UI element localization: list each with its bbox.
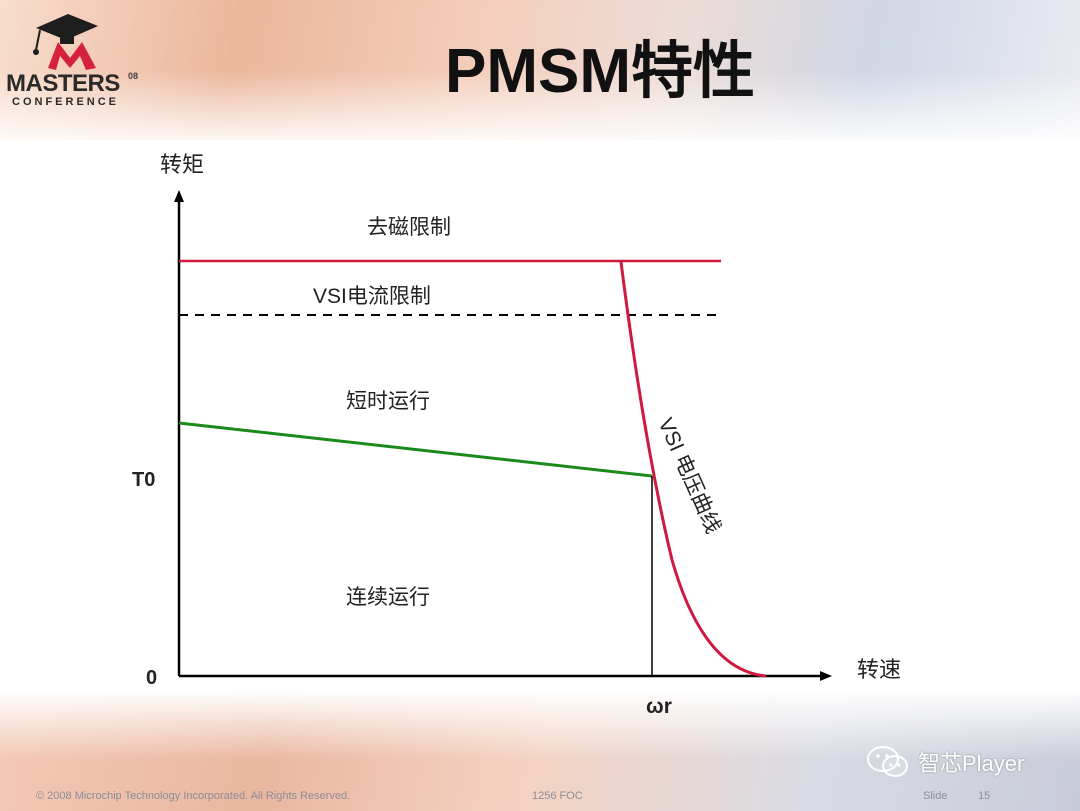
footer-background-fade <box>0 690 1080 760</box>
short-time-operation-label: 短时运行 <box>346 390 430 413</box>
masters-logo-icon <box>33 14 98 70</box>
y-axis-label: 转矩 <box>160 152 204 177</box>
footer-slide-label: Slide <box>923 790 948 802</box>
footer-slide-number: 15 <box>978 790 991 802</box>
vsi-current-limit-label: VSI电流限制 <box>313 285 431 308</box>
wechat-icon <box>867 746 908 777</box>
continuous-operation-label: 连续运行 <box>346 586 430 609</box>
t0-label: T0 <box>132 469 155 491</box>
footer-copyright: © 2008 Microchip Technology Incorporated… <box>36 790 351 802</box>
header-background-fade <box>0 70 1080 150</box>
logo-year: 08 <box>128 71 139 81</box>
vsi-voltage-curve <box>619 261 767 678</box>
x-axis-label: 转速 <box>857 657 901 682</box>
short-time-operation-line <box>178 421 653 478</box>
footer-course: 1256 FOC <box>532 790 583 802</box>
logo-subtitle: CONFERENCE <box>12 96 120 108</box>
origin-label: 0 <box>146 667 157 689</box>
watermark: 智芯Player <box>866 744 1024 780</box>
slide-title: PMSM特性 <box>444 37 755 106</box>
omega-r-label: ωr <box>646 695 672 718</box>
demag-limit-label: 去磁限制 <box>367 216 451 239</box>
logo-wordmark: MASTERS <box>6 70 120 97</box>
watermark-text: 智芯Player <box>918 751 1025 776</box>
